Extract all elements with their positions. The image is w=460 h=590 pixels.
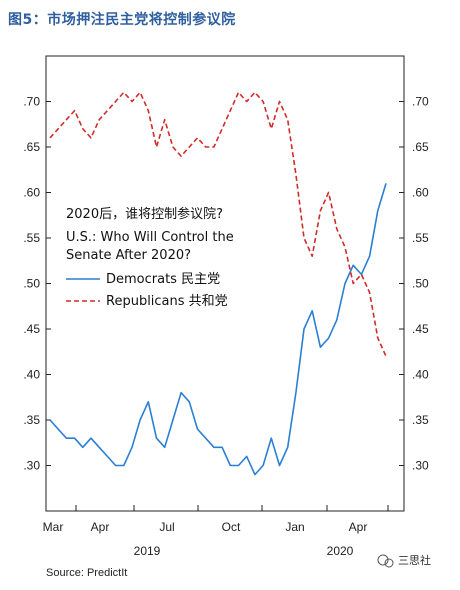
x-tick-label: Jul xyxy=(159,520,174,534)
wechat-icon-bubble xyxy=(384,558,394,568)
y-tick-label-right: .65 xyxy=(412,140,429,154)
chart-subtitle-line1: U.S.: Who Will Control the xyxy=(66,230,234,245)
y-tick-label-right: .70 xyxy=(412,95,429,109)
y-tick-label-left: .35 xyxy=(23,413,40,427)
y-tick-label-left: .40 xyxy=(23,368,40,382)
watermark-text: 三思社 xyxy=(398,553,431,567)
y-tick-label-left: .70 xyxy=(23,95,40,109)
y-tick-label-left: .30 xyxy=(23,459,40,473)
y-tick-label-left: .60 xyxy=(23,186,40,200)
y-tick-label-right: .30 xyxy=(412,459,429,473)
x-tick-label: Apr xyxy=(91,520,110,534)
chart-title: 2020后，谁将控制参议院? xyxy=(66,206,223,222)
series-line-democrats xyxy=(49,183,387,476)
y-tick-label-right: .35 xyxy=(412,413,429,427)
x-year-label: 2019 xyxy=(134,544,161,558)
y-tick-label-right: .55 xyxy=(412,231,429,245)
y-tick-label-left: .50 xyxy=(23,277,40,291)
y-tick-label-right: .60 xyxy=(412,186,429,200)
x-tick-label: Oct xyxy=(222,520,241,534)
y-tick-label-right: .50 xyxy=(412,277,429,291)
watermark: 三思社 xyxy=(377,553,431,568)
legend-label-republicans: Republicans 共和党 xyxy=(106,294,228,309)
y-tick-label-right: .45 xyxy=(412,322,429,336)
x-tick-label: Mar xyxy=(43,520,64,534)
legend-label-democrats: Democrats 民主党 xyxy=(106,272,220,287)
source-note: Source: PredictIt xyxy=(46,567,127,579)
y-tick-label-right: .40 xyxy=(412,368,429,382)
figure-title: 图5：市场押注民主党将控制参议院 xyxy=(8,12,236,28)
y-tick-label-left: .65 xyxy=(23,140,40,154)
x-tick-label: Jan xyxy=(285,520,304,534)
y-tick-label-left: .55 xyxy=(23,231,40,245)
y-tick-label-left: .45 xyxy=(23,322,40,336)
series-line-republicans xyxy=(49,91,387,357)
wechat-icon xyxy=(377,554,389,566)
chart-subtitle-line2: Senate After 2020? xyxy=(66,248,191,263)
x-tick-label: Apr xyxy=(349,520,368,534)
x-year-label: 2020 xyxy=(327,544,354,558)
